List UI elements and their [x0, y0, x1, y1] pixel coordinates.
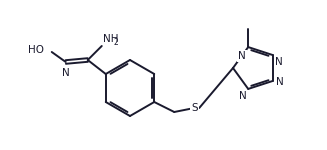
Text: N: N: [276, 77, 284, 87]
Text: N: N: [239, 91, 247, 101]
Text: N: N: [238, 51, 246, 61]
Text: 2: 2: [114, 38, 118, 47]
Text: NH: NH: [103, 34, 118, 44]
Text: N: N: [275, 57, 283, 67]
Text: HO: HO: [28, 45, 44, 55]
Text: N: N: [62, 68, 70, 78]
Text: S: S: [191, 103, 198, 113]
